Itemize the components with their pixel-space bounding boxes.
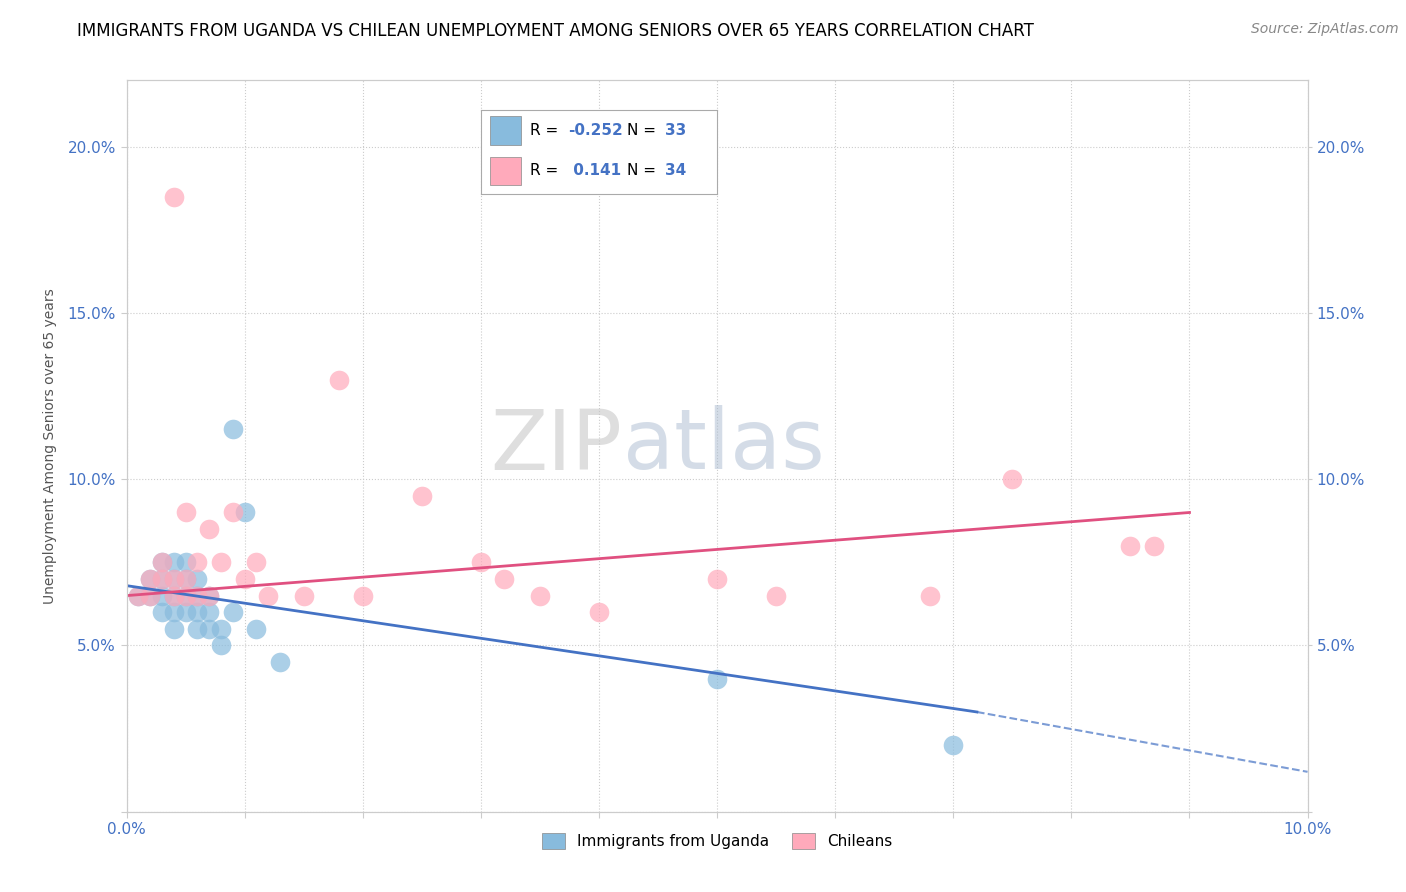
Point xyxy=(186,572,208,586)
Point xyxy=(174,605,197,619)
Point xyxy=(198,605,221,619)
Point xyxy=(470,555,492,569)
Point xyxy=(529,589,551,603)
Point xyxy=(150,572,173,586)
Point xyxy=(174,572,197,586)
Point xyxy=(163,589,186,603)
Point xyxy=(706,672,728,686)
Point xyxy=(163,572,186,586)
Point xyxy=(209,555,232,569)
Point xyxy=(163,589,186,603)
Point xyxy=(174,589,197,603)
Point xyxy=(150,572,173,586)
Point xyxy=(198,522,221,536)
Point xyxy=(198,589,221,603)
Point xyxy=(139,589,162,603)
Point xyxy=(127,589,149,603)
Point xyxy=(150,605,173,619)
Point xyxy=(163,572,186,586)
Point xyxy=(411,489,433,503)
Point xyxy=(186,589,208,603)
Point xyxy=(222,605,245,619)
Point xyxy=(209,639,232,653)
Text: IMMIGRANTS FROM UGANDA VS CHILEAN UNEMPLOYMENT AMONG SENIORS OVER 65 YEARS CORRE: IMMIGRANTS FROM UGANDA VS CHILEAN UNEMPL… xyxy=(77,22,1035,40)
Point xyxy=(174,555,197,569)
Point xyxy=(163,555,186,569)
Point xyxy=(233,506,256,520)
Point xyxy=(222,506,245,520)
Point xyxy=(706,572,728,586)
Point xyxy=(1119,539,1142,553)
Point xyxy=(186,605,208,619)
Point xyxy=(918,589,941,603)
Legend: Immigrants from Uganda, Chileans: Immigrants from Uganda, Chileans xyxy=(536,827,898,855)
Y-axis label: Unemployment Among Seniors over 65 years: Unemployment Among Seniors over 65 years xyxy=(42,288,56,604)
Point xyxy=(163,189,186,203)
Text: ZIP: ZIP xyxy=(491,406,623,486)
Point xyxy=(257,589,280,603)
Point xyxy=(198,589,221,603)
Point xyxy=(127,589,149,603)
Point xyxy=(186,589,208,603)
Point xyxy=(150,555,173,569)
Point xyxy=(209,622,232,636)
Point xyxy=(1001,472,1024,486)
Point xyxy=(139,572,162,586)
Point xyxy=(186,555,208,569)
Point xyxy=(352,589,374,603)
Point xyxy=(588,605,610,619)
Point xyxy=(163,605,186,619)
Point xyxy=(269,655,291,669)
Point xyxy=(1143,539,1166,553)
Point xyxy=(245,622,267,636)
Point xyxy=(174,506,197,520)
Text: atlas: atlas xyxy=(623,406,824,486)
Point xyxy=(139,572,162,586)
Point xyxy=(150,555,173,569)
Point xyxy=(139,589,162,603)
Point xyxy=(765,589,787,603)
Point xyxy=(292,589,315,603)
Point xyxy=(198,622,221,636)
Point xyxy=(494,572,516,586)
Text: Source: ZipAtlas.com: Source: ZipAtlas.com xyxy=(1251,22,1399,37)
Point xyxy=(163,622,186,636)
Point xyxy=(328,372,350,386)
Point xyxy=(150,589,173,603)
Point xyxy=(174,589,197,603)
Point xyxy=(942,738,965,752)
Point xyxy=(222,422,245,436)
Point xyxy=(233,572,256,586)
Point xyxy=(245,555,267,569)
Point xyxy=(174,572,197,586)
Point xyxy=(186,622,208,636)
